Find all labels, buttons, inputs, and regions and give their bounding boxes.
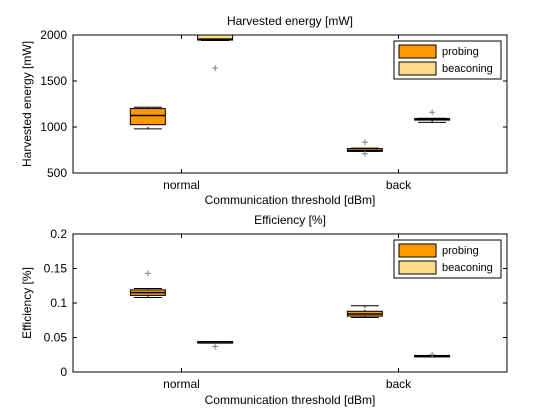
efficiency-legend-swatch-probing <box>398 243 437 258</box>
efficiency-y-tick-label: 0.15 <box>44 262 68 276</box>
energy-beaconing-normal-box <box>197 34 234 41</box>
energy-y-tick-label: 1500 <box>40 74 67 88</box>
efficiency-legend-label-probing: probing <box>442 245 479 257</box>
efficiency-y-tick-label: 0 <box>60 365 67 379</box>
efficiency-plot-layer: 0 0.05 0.1 0.15 0.2 normal back probing beaconin… <box>44 227 507 391</box>
efficiency-x-tick-label-back: back <box>386 377 412 391</box>
energy-y-tick-label: 1000 <box>40 120 67 134</box>
efficiency-legend-label-beaconing: beaconing <box>442 262 493 274</box>
energy-legend-swatch-probing <box>398 44 437 59</box>
energy-x-tick-label-back: back <box>386 178 412 192</box>
energy-x-tick-label-normal: normal <box>163 178 200 192</box>
efficiency-panel: Efficiency [%] Communication threshold [… <box>20 213 508 407</box>
energy-panel: Harvested energy [mW] Communication thre… <box>20 14 508 207</box>
energy-y-tick-label: 500 <box>47 166 67 180</box>
efficiency-y-tick-label: 0.05 <box>44 331 68 345</box>
efficiency-title: Efficiency [%] <box>254 213 326 227</box>
energy-plot-layer: 500 1000 1500 2000 normal back probing beaconin… <box>40 28 507 192</box>
efficiency-x-tick-label-normal: normal <box>163 377 200 391</box>
energy-legend-label-beaconing: beaconing <box>442 63 493 75</box>
energy-probing-normal-box <box>129 108 166 126</box>
energy-x-axis-label: Communication threshold [dBm] <box>205 193 376 207</box>
energy-title: Harvested energy [mW] <box>227 14 353 28</box>
efficiency-x-axis-label: Communication threshold [dBm] <box>205 393 376 407</box>
energy-y-tick-label: 2000 <box>40 28 67 42</box>
energy-legend-label-probing: probing <box>442 46 479 58</box>
efficiency-y-tick-label: 0.2 <box>50 227 67 241</box>
energy-y-axis-label: Harvested energy [mW] <box>20 41 34 167</box>
energy-legend-swatch-beaconing <box>398 61 437 76</box>
efficiency-y-axis-label: Efficiency [%] <box>20 267 34 339</box>
efficiency-legend-swatch-beaconing <box>398 260 437 275</box>
efficiency-y-tick-label: 0.1 <box>50 296 67 310</box>
